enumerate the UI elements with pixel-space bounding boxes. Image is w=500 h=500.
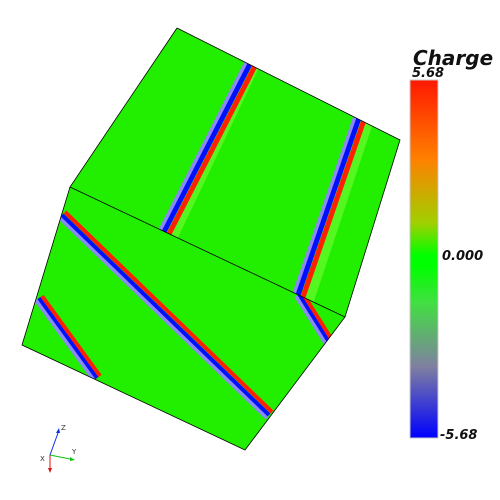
legend-color-gradient xyxy=(409,79,439,439)
cube-edges xyxy=(21,27,401,451)
y-axis-label: Y xyxy=(71,448,77,456)
legend-max-label: 5.68 xyxy=(412,66,445,81)
y-axis-line xyxy=(49,454,71,460)
axes-gizmo: Z Y X xyxy=(40,424,77,473)
x-axis-label: X xyxy=(40,455,45,463)
legend-min-label: -5.68 xyxy=(440,428,478,443)
z-axis-label: Z xyxy=(61,424,66,432)
cube-top-face xyxy=(70,28,400,317)
x-axis-arrow xyxy=(48,468,52,473)
legend-title: Charge xyxy=(413,46,494,70)
cube-front-face xyxy=(22,187,345,450)
legend-mid-label: 0.000 xyxy=(442,249,484,264)
z-axis-arrow xyxy=(56,428,60,433)
z-axis-line xyxy=(49,432,59,456)
y-axis-arrow xyxy=(70,457,75,461)
